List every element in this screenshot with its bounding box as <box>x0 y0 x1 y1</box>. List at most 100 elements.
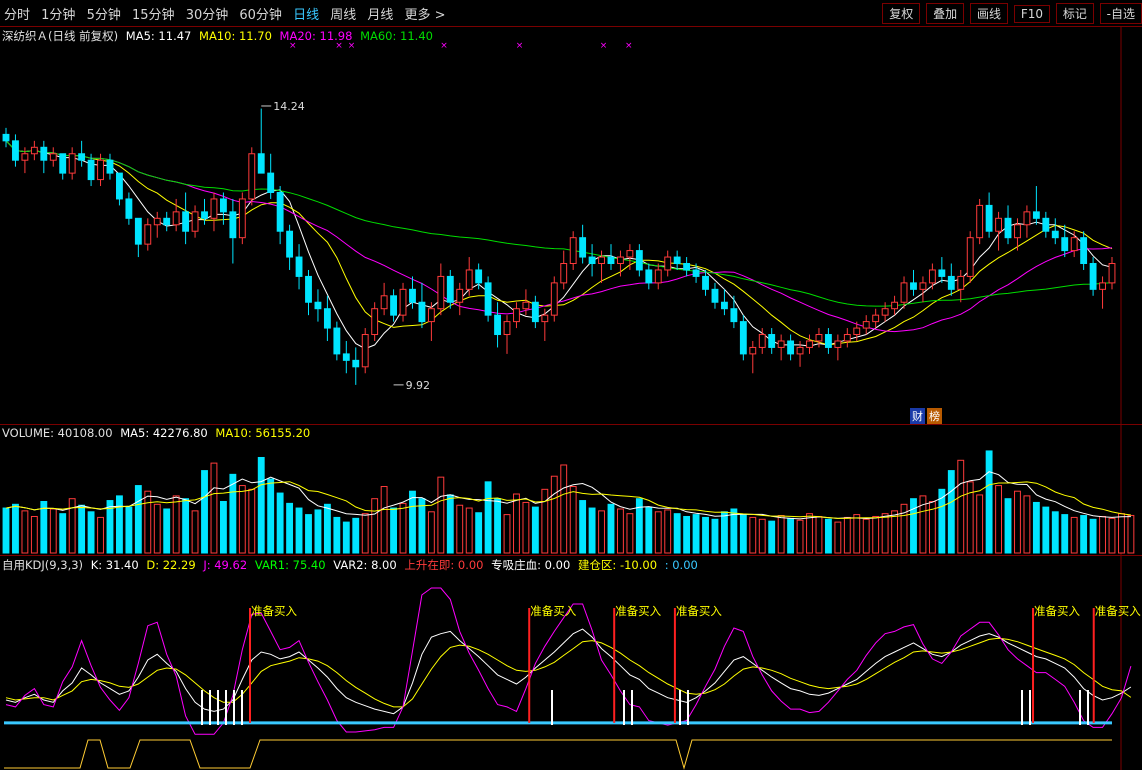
candle-body <box>229 211 237 239</box>
volume-bar <box>1089 518 1097 554</box>
candle-body <box>806 340 813 348</box>
candle-body <box>862 321 870 329</box>
volume-bar <box>824 518 832 554</box>
volume-bar <box>1004 498 1012 554</box>
volume-bar <box>654 511 662 554</box>
tab-fenshi[interactable]: 分时 <box>4 8 31 23</box>
volume-bar <box>144 490 152 554</box>
volume-bar <box>229 473 237 554</box>
volume-bar <box>872 515 880 554</box>
candle-body <box>758 334 766 348</box>
candle-body <box>598 256 605 265</box>
tab-30min[interactable]: 30分钟 <box>185 8 229 23</box>
candle-body <box>201 211 208 219</box>
vol-ma5-line <box>5 471 1131 520</box>
candle-body <box>872 314 880 323</box>
volume-bar <box>97 516 104 554</box>
j-label: J: 49.62 <box>203 558 248 572</box>
candle-body <box>390 295 398 316</box>
rank-badge[interactable]: 榜 <box>927 408 942 424</box>
candle-body <box>30 146 38 155</box>
candle-body <box>976 204 984 239</box>
volume-bar <box>219 501 227 554</box>
candle-body <box>607 256 615 265</box>
tab-60min[interactable]: 60分钟 <box>239 8 282 23</box>
candle-body <box>248 153 256 200</box>
signal-marker: × <box>348 41 356 51</box>
mark-button[interactable]: 标记 <box>1055 3 1094 24</box>
candle-body <box>12 140 19 161</box>
volume-bar <box>153 503 161 554</box>
candle-body <box>1080 237 1088 265</box>
period-tabs: 分时 1分钟 5分钟 15分钟 30分钟 60分钟 日线 周线 月线 更多 > <box>4 4 453 23</box>
candle-body <box>853 327 861 336</box>
candle-body <box>484 282 492 316</box>
candle-body <box>267 172 275 193</box>
f10-button[interactable]: F10 <box>1013 5 1050 23</box>
volume-bar <box>635 498 643 554</box>
candle-body <box>409 288 416 303</box>
volume-bar <box>985 450 993 554</box>
candle-body <box>730 308 738 323</box>
finance-badge[interactable]: 财 <box>910 408 925 424</box>
candle-body <box>40 146 48 161</box>
candle-body <box>163 217 171 226</box>
candle-body <box>900 282 908 303</box>
tab-1min[interactable]: 1分钟 <box>41 8 76 23</box>
volume-bar <box>116 495 123 554</box>
candle-body <box>995 217 1002 232</box>
tab-weekly[interactable]: 周线 <box>330 8 357 23</box>
stock-name: 深纺织Ａ(日线 前复权) <box>2 29 119 43</box>
buy-signal-label: 准备买入 <box>530 604 576 618</box>
volume-bar <box>295 507 303 554</box>
tab-monthly[interactable]: 月线 <box>367 8 394 23</box>
ma20-label: MA20: 11.98 <box>279 29 353 43</box>
candle-body <box>59 153 67 174</box>
volume-bar <box>711 518 719 554</box>
candle-body <box>1108 263 1116 284</box>
candle-body <box>475 269 483 284</box>
candle-body <box>333 327 341 355</box>
restore-rights-button[interactable]: 复权 <box>882 3 921 24</box>
tab-5min[interactable]: 5分钟 <box>86 8 121 23</box>
buy-signal-label: 准备买入 <box>676 604 722 618</box>
volume-bar <box>664 509 672 554</box>
candle-body <box>305 275 312 303</box>
volume-bar <box>853 514 861 554</box>
candle-body <box>427 308 435 323</box>
overlay-button[interactable]: 叠加 <box>926 3 965 24</box>
candle-body <box>683 263 691 271</box>
ma10-label: MA10: 11.70 <box>199 29 272 43</box>
candle-body <box>588 256 596 265</box>
candle-body <box>1023 211 1031 226</box>
draw-line-button[interactable]: 画线 <box>969 3 1008 24</box>
candle-body <box>437 275 445 310</box>
volume-bar <box>314 509 322 554</box>
candle-body <box>711 288 719 303</box>
volume-bar <box>87 511 95 554</box>
watchlist-button[interactable]: -自选 <box>1099 3 1142 24</box>
volume-bar <box>1127 514 1135 554</box>
volume-bar <box>484 481 492 554</box>
volume-bar <box>900 503 908 554</box>
tab-daily[interactable]: 日线 <box>293 8 320 23</box>
candle-body <box>371 308 379 336</box>
volume-bar <box>815 515 823 554</box>
candle-body <box>673 256 681 265</box>
volume-bar <box>862 518 870 554</box>
tab-more[interactable]: 更多 > <box>404 8 446 23</box>
volume-bar <box>919 495 927 554</box>
buy-signal-label: 准备买入 <box>251 604 297 618</box>
volume-bar <box>342 521 350 554</box>
candle-body <box>456 288 464 303</box>
candle-body <box>78 153 86 161</box>
candle-body <box>494 314 501 336</box>
volume-bar <box>806 513 813 554</box>
candle-body <box>645 269 653 284</box>
tab-15min[interactable]: 15分钟 <box>132 8 175 23</box>
candle-body <box>947 275 955 290</box>
volume-bar <box>673 513 681 554</box>
buy-signal-label: 准备买入 <box>1095 604 1141 618</box>
candle-body <box>399 288 407 316</box>
volume-bar <box>191 510 199 554</box>
